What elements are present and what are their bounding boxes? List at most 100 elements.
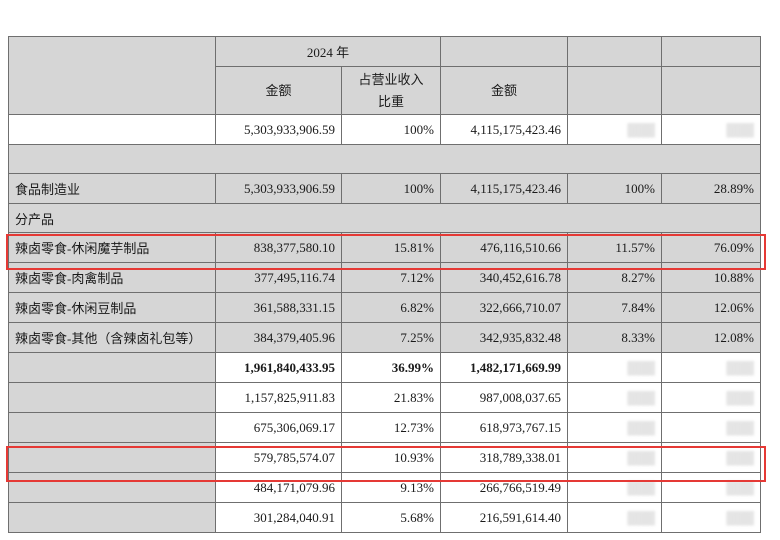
other-ratio-2023-obscured: ▒▒▒	[567, 382, 663, 413]
other-row: 579,785,574.07 10.93% 318,789,338.01 ▒▒▒…	[8, 442, 762, 473]
other-change-obscured: ▒▒▒	[661, 442, 762, 473]
industry-amount-2023: 4,115,175,423.46	[440, 173, 569, 204]
product-label: 辣卤零食-肉禽制品	[8, 262, 216, 293]
product-ratio-2024: 6.82%	[340, 292, 442, 323]
industry-row: 食品制造业 5,303,933,906.59 100% 4,115,175,42…	[8, 173, 762, 204]
product-label: 辣卤零食-休闲豆制品	[8, 292, 216, 323]
other-change-obscured: ▒▒▒	[661, 412, 762, 443]
other-ratio-2023-obscured: ▒▒▒	[567, 472, 663, 503]
section-industry-cell	[7, 144, 762, 174]
header-ratio: 占营业收入 比重	[340, 66, 442, 115]
section-product-label: 分产品	[7, 203, 762, 233]
product-ratio-2024: 7.25%	[340, 322, 442, 353]
product-amount-2024: 361,588,331.15	[215, 292, 342, 323]
total-label	[8, 114, 216, 145]
other-amount-2024: 301,284,040.91	[215, 502, 342, 533]
subtotal-change-obscured: ▒▒▒	[661, 352, 762, 383]
total-ratio-2023-obscured: ▒▒▒	[567, 114, 663, 145]
other-label	[8, 412, 216, 443]
header-row-year: 2024 年	[8, 36, 762, 115]
other-ratio-2023-obscured: ▒▒▒	[567, 442, 663, 473]
other-amount-2023: 318,789,338.01	[440, 442, 569, 473]
subtotal-label	[8, 352, 216, 383]
total-amount-2024: 5,303,933,906.59	[215, 114, 342, 145]
total-ratio-2024: 100%	[340, 114, 442, 145]
header-year: 2024 年	[214, 36, 442, 67]
other-row: 301,284,040.91 5.68% 216,591,614.40 ▒▒▒ …	[8, 502, 762, 533]
revenue-table: 2024 年 金额 占营业收入 比重 金额 5,303,933,906.59 1…	[7, 36, 762, 533]
industry-ratio-2024: 100%	[340, 173, 442, 204]
header-amount: 金额	[215, 66, 342, 115]
product-amount-2024: 838,377,580.10	[215, 232, 342, 263]
other-ratio-2024: 9.13%	[340, 472, 442, 503]
other-row: 1,157,825,911.83 21.83% 987,008,037.65 ▒…	[8, 382, 762, 413]
product-ratio-2023: 7.84%	[567, 292, 663, 323]
product-label: 辣卤零食-其他（含辣卤礼包等）	[8, 322, 216, 353]
product-change: 76.09%	[661, 232, 762, 263]
other-ratio-2024: 5.68%	[340, 502, 442, 533]
header-row-columns: 金额 占营业收入 比重 金额	[9, 66, 762, 115]
header-change-cell	[661, 36, 762, 67]
header-ratio-prev	[567, 66, 663, 115]
product-row: 辣卤零食-休闲魔芋制品 838,377,580.10 15.81% 476,11…	[8, 232, 762, 263]
product-amount-2023: 476,116,510.66	[440, 232, 569, 263]
product-amount-2024: 377,495,116.74	[215, 262, 342, 293]
other-amount-2024: 579,785,574.07	[215, 442, 342, 473]
subtotal-ratio-2024: 36.99%	[340, 352, 442, 383]
other-label	[8, 502, 216, 533]
product-ratio-2024: 7.12%	[340, 262, 442, 293]
industry-amount-2024: 5,303,933,906.59	[215, 173, 342, 204]
other-ratio-2023-obscured: ▒▒▒	[567, 412, 663, 443]
total-amount-2023: 4,115,175,423.46	[440, 114, 569, 145]
other-ratio-2024: 21.83%	[340, 382, 442, 413]
product-ratio-2023: 8.27%	[567, 262, 663, 293]
header-prev-ratio-cell	[567, 36, 663, 67]
product-ratio-2023: 8.33%	[567, 322, 663, 353]
product-row: 辣卤零食-其他（含辣卤礼包等） 384,379,405.96 7.25% 342…	[8, 322, 762, 353]
product-change: 12.08%	[661, 322, 762, 353]
industry-change: 28.89%	[661, 173, 762, 204]
total-change-obscured: ▒▒▒	[661, 114, 762, 145]
product-amount-2023: 340,452,616.78	[440, 262, 569, 293]
product-amount-2023: 342,935,832.48	[440, 322, 569, 353]
product-change: 10.88%	[661, 262, 762, 293]
other-amount-2024: 484,171,079.96	[215, 472, 342, 503]
subtotal-amount-2024: 1,961,840,433.95	[215, 352, 342, 383]
subtotal-amount-2023: 1,482,171,669.99	[440, 352, 569, 383]
revenue-table-container: 2024 年 金额 占营业收入 比重 金额 5,303,933,906.59 1…	[7, 36, 762, 533]
other-label	[8, 382, 216, 413]
product-ratio-2024: 15.81%	[340, 232, 442, 263]
header-change	[661, 66, 762, 115]
other-amount-2023: 618,973,767.15	[440, 412, 569, 443]
product-row: 辣卤零食-休闲豆制品 361,588,331.15 6.82% 322,666,…	[8, 292, 762, 323]
section-row-product: 分产品	[7, 203, 762, 233]
product-amount-2023: 322,666,710.07	[440, 292, 569, 323]
other-ratio-2024: 10.93%	[340, 442, 442, 473]
product-row: 辣卤零食-肉禽制品 377,495,116.74 7.12% 340,452,6…	[8, 262, 762, 293]
product-ratio-2023: 11.57%	[567, 232, 663, 263]
header-blank-cell	[8, 36, 216, 115]
other-amount-2024: 675,306,069.17	[215, 412, 342, 443]
other-amount-2023: 216,591,614.40	[440, 502, 569, 533]
other-amount-2024: 1,157,825,911.83	[215, 382, 342, 413]
other-label	[8, 442, 216, 473]
section-row-industry	[7, 144, 762, 174]
other-label	[8, 472, 216, 503]
other-change-obscured: ▒▒▒	[661, 382, 762, 413]
other-ratio-2023-obscured: ▒▒▒	[567, 502, 663, 533]
other-row: 484,171,079.96 9.13% 266,766,519.49 ▒▒▒ …	[8, 472, 762, 503]
header-amount-prev: 金额	[440, 66, 569, 115]
product-amount-2024: 384,379,405.96	[215, 322, 342, 353]
other-change-obscured: ▒▒▒	[661, 472, 762, 503]
subtotal-ratio-2023-obscured: ▒▒▒	[567, 352, 663, 383]
other-row: 675,306,069.17 12.73% 618,973,767.15 ▒▒▒…	[8, 412, 762, 443]
industry-ratio-2023: 100%	[567, 173, 663, 204]
other-change-obscured: ▒▒▒	[661, 502, 762, 533]
total-row: 5,303,933,906.59 100% 4,115,175,423.46 ▒…	[8, 114, 762, 145]
header-ratio-line2: 比重	[378, 93, 405, 109]
header-prev-year-cell	[440, 36, 569, 67]
product-change: 12.06%	[661, 292, 762, 323]
subtotal-row: 1,961,840,433.95 36.99% 1,482,171,669.99…	[8, 352, 762, 383]
other-amount-2023: 987,008,037.65	[440, 382, 569, 413]
other-ratio-2024: 12.73%	[340, 412, 442, 443]
